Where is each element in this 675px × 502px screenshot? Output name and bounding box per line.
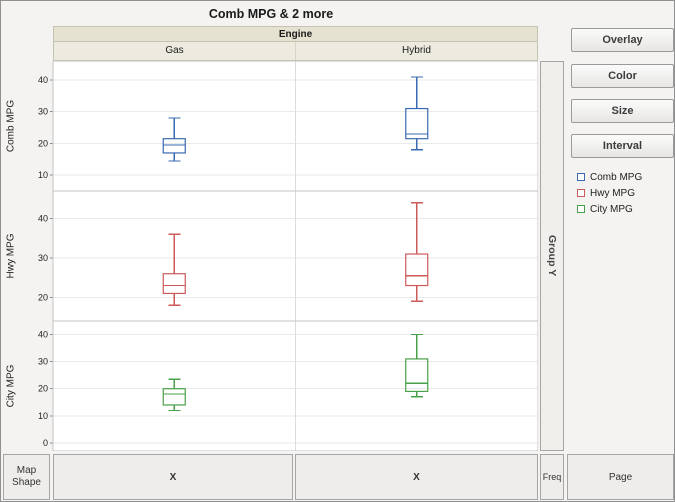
svg-text:30: 30 [38,357,48,367]
page-drop-zone[interactable]: Page [567,454,674,500]
row-label-comb-mpg: Comb MPG [5,99,17,153]
graph-title: Comb MPG & 2 more [208,7,334,21]
graph-panel-city-mpg[interactable]: 0 10 20 30 40 [21,321,538,451]
overlay-button[interactable]: Overlay [571,28,674,52]
svg-text:20: 20 [38,292,48,302]
size-button[interactable]: Size [571,99,674,123]
svg-text:10: 10 [38,170,48,180]
box-glyph-icon [577,189,585,197]
svg-text:30: 30 [38,107,48,117]
svg-text:40: 40 [38,330,48,340]
column-label-gas: Gas [54,42,296,60]
legend-item-hwy-mpg[interactable]: Hwy MPG [577,185,642,201]
legend-item-comb-mpg[interactable]: Comb MPG [577,169,642,185]
svg-text:30: 30 [38,253,48,263]
group-y-drop-zone[interactable]: Group Y [540,61,564,451]
svg-text:20: 20 [38,384,48,394]
legend: Comb MPG Hwy MPG City MPG [577,169,642,217]
color-button[interactable]: Color [571,64,674,88]
interval-button[interactable]: Interval [571,134,674,158]
graph-panel-comb-mpg[interactable]: 10 20 30 40 [21,61,538,191]
group-y-label: Group Y [546,235,558,277]
column-category-band: Gas Hybrid [53,42,538,61]
panel-row-city-mpg: City MPG 0 10 20 30 40 [1,321,540,451]
svg-text:40: 40 [38,75,48,85]
x-drop-zone-hybrid[interactable]: X [295,454,538,500]
panel-row-hwy-mpg: Hwy MPG 20 30 40 [1,191,540,321]
map-shape-drop-zone[interactable]: Map Shape [3,454,50,500]
column-label-hybrid: Hybrid [402,45,431,56]
panel-row-comb-mpg: Comb MPG 10 20 30 40 [1,61,540,191]
box-glyph-icon [577,173,585,181]
box-glyph-icon [577,205,585,213]
legend-item-city-mpg[interactable]: City MPG [577,201,642,217]
column-group-header: Engine [53,26,538,42]
svg-text:20: 20 [38,138,48,148]
plot-area[interactable]: Comb MPG 10 20 30 40 Hwy MPG 20 30 40 City MP… [1,61,540,451]
freq-drop-zone[interactable]: Freq [540,454,564,500]
graph-panel-hwy-mpg[interactable]: 20 30 40 [21,191,538,321]
row-label-hwy-mpg: Hwy MPG [5,233,17,279]
svg-text:10: 10 [38,411,48,421]
svg-text:40: 40 [38,214,48,224]
row-label-city-mpg: City MPG [5,364,17,408]
svg-text:0: 0 [43,438,48,448]
x-drop-zone-gas[interactable]: X [53,454,293,500]
